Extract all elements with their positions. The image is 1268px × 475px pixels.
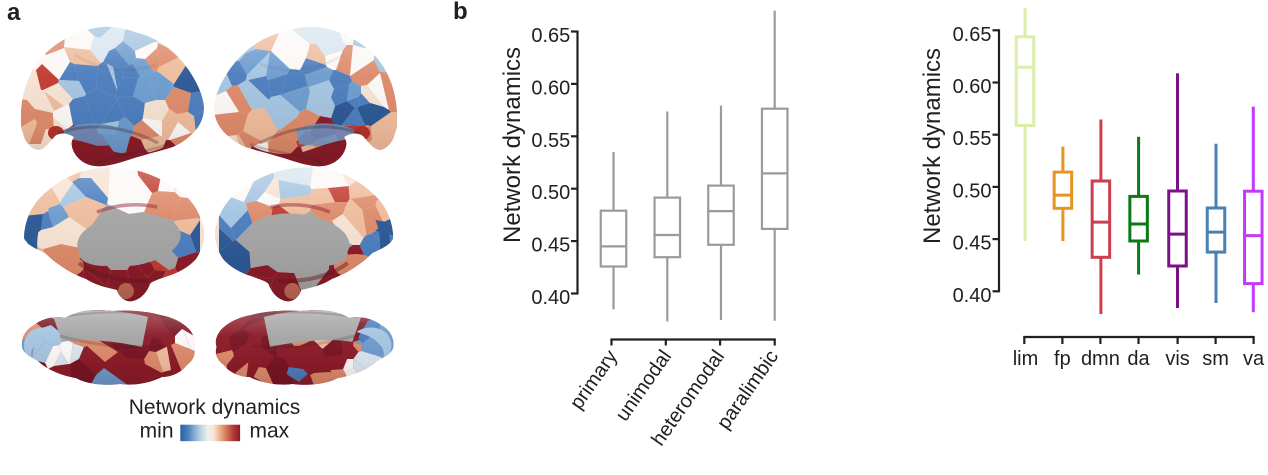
svg-text:0.40: 0.40	[531, 287, 570, 309]
svg-text:min: min	[140, 420, 174, 443]
svg-text:da: da	[1127, 348, 1150, 370]
svg-text:0.60: 0.60	[531, 77, 570, 99]
svg-text:0.45: 0.45	[953, 233, 992, 255]
svg-text:0.50: 0.50	[531, 182, 570, 204]
svg-text:b: b	[453, 0, 468, 25]
svg-text:0.40: 0.40	[953, 285, 992, 307]
svg-text:max: max	[250, 420, 290, 443]
svg-text:va: va	[1243, 348, 1265, 370]
svg-text:0.45: 0.45	[531, 235, 570, 257]
svg-text:0.65: 0.65	[953, 24, 992, 46]
svg-text:vis: vis	[1165, 348, 1189, 370]
svg-text:Network dynamics: Network dynamics	[919, 48, 946, 244]
svg-text:sm: sm	[1202, 348, 1229, 370]
svg-text:0.60: 0.60	[953, 76, 992, 98]
svg-text:0.50: 0.50	[953, 180, 992, 202]
svg-text:dmn: dmn	[1081, 348, 1120, 370]
svg-text:a: a	[7, 0, 21, 26]
svg-text:lim: lim	[1013, 348, 1039, 370]
svg-text:fp: fp	[1054, 348, 1071, 370]
svg-text:0.55: 0.55	[953, 128, 992, 150]
svg-text:0.65: 0.65	[531, 25, 570, 47]
svg-text:Network dynamics: Network dynamics	[129, 396, 301, 419]
svg-text:Network dynamics: Network dynamics	[499, 47, 526, 243]
svg-text:0.55: 0.55	[531, 130, 570, 152]
